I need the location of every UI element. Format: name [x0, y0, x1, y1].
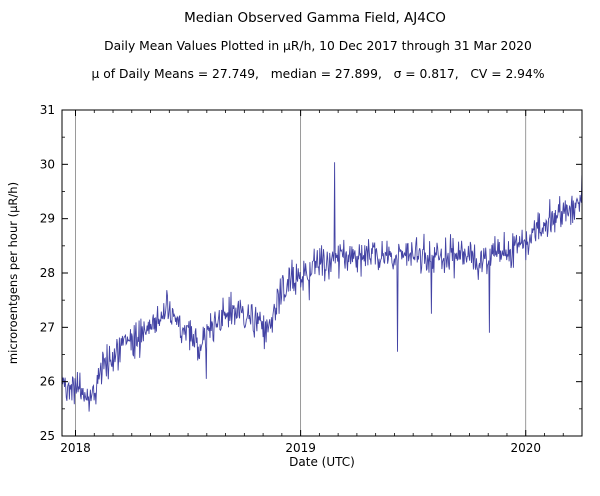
chart-subtitle: Daily Mean Values Plotted in μR/h, 10 De…: [104, 39, 532, 53]
chart-stats-line: μ of Daily Means = 27.749, median = 27.8…: [91, 67, 544, 81]
svg-text:2019: 2019: [285, 441, 316, 455]
svg-text:27: 27: [40, 320, 55, 334]
chart-title: Median Observed Gamma Field, AJ4CO: [184, 10, 446, 26]
svg-text:28: 28: [40, 266, 55, 280]
y-axis-label: microroentgens per hour (μR/h): [6, 182, 20, 364]
tick-labels: 25 26 27 28 29 30 31 2018 2019 2020: [40, 103, 541, 455]
svg-text:2018: 2018: [60, 441, 91, 455]
svg-text:31: 31: [40, 103, 55, 117]
svg-text:2020: 2020: [510, 441, 541, 455]
data-series-layer: [62, 162, 582, 412]
svg-text:26: 26: [40, 375, 55, 389]
axes-and-ticks: [61, 109, 583, 437]
gridlines: [75, 110, 527, 436]
svg-text:25: 25: [40, 429, 55, 443]
svg-text:29: 29: [40, 212, 55, 226]
x-axis-label: Date (UTC): [289, 455, 355, 469]
svg-text:30: 30: [40, 157, 55, 171]
